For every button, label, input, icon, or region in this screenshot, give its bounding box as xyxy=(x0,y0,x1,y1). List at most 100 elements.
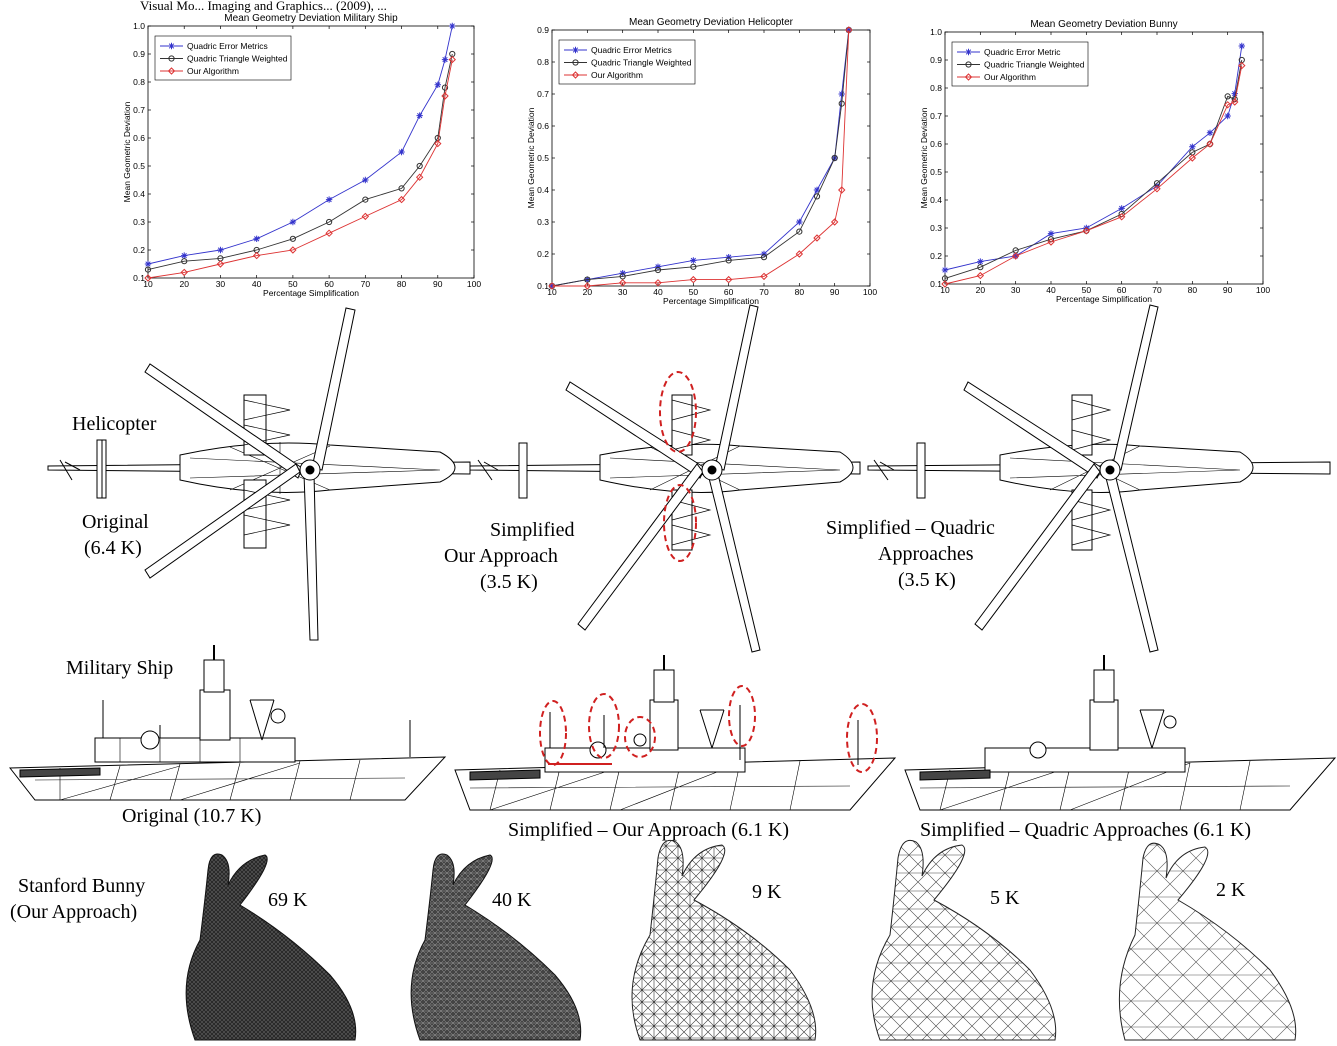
x-tick-label: 40 xyxy=(653,287,663,297)
data-point xyxy=(976,271,985,280)
x-tick-label: 80 xyxy=(795,287,805,297)
data-point xyxy=(253,235,260,242)
data-point xyxy=(1011,252,1020,260)
x-tick-label: 10 xyxy=(940,285,950,295)
data-point xyxy=(845,26,853,34)
data-point xyxy=(289,246,297,254)
x-tick-label: 90 xyxy=(1223,285,1233,295)
chart-2: Mean Geometry Deviation Bunny 10 20 30 40 50 6… xyxy=(919,19,1270,304)
data-point xyxy=(448,55,456,64)
helicopter-label: Helicopter xyxy=(72,413,157,435)
data-point xyxy=(1188,154,1197,162)
y-tick-label: 0.2 xyxy=(133,245,145,255)
ship-our-approach-illustration xyxy=(454,655,897,811)
military-ship-label: Military Ship xyxy=(66,657,173,679)
data-point xyxy=(289,235,296,242)
our-approach-count: (3.5 K) xyxy=(480,571,538,593)
data-point xyxy=(1189,143,1196,150)
quadric-count: (3.5 K) xyxy=(898,569,956,591)
x-tick-label: 90 xyxy=(830,287,840,297)
chart-title: Mean Geometry Deviation Bunny xyxy=(1030,19,1177,30)
bunny-5k-illustration xyxy=(871,839,1057,1041)
data-point xyxy=(144,266,152,273)
x-tick-label: 30 xyxy=(618,287,628,297)
data-point xyxy=(583,282,592,290)
data-point xyxy=(362,196,369,203)
legend-box xyxy=(558,39,696,85)
x-tick-label: 60 xyxy=(1117,285,1127,295)
data-point xyxy=(977,264,984,271)
bunny-40k-illustration xyxy=(410,853,582,1041)
x-tick-label: 60 xyxy=(324,279,334,289)
chart-1: Mean Geometry Deviation Helicopter 10 20 30… xyxy=(526,17,877,306)
data-point xyxy=(1082,227,1091,235)
data-point xyxy=(584,276,591,283)
y-axis-label: Mean Geometric Deviation xyxy=(122,101,132,202)
y-tick-label: 0.7 xyxy=(537,89,549,99)
legend-marker xyxy=(572,59,579,66)
data-point xyxy=(760,250,768,258)
y-tick-label: 0.9 xyxy=(133,49,145,59)
legend-box xyxy=(154,35,292,81)
data-point xyxy=(1224,93,1231,100)
series-line-0 xyxy=(147,25,453,265)
x-tick-label: 70 xyxy=(1152,285,1162,295)
data-point xyxy=(813,186,821,194)
helicopter-original-illustration xyxy=(47,307,471,641)
series-line-1 xyxy=(944,59,1243,279)
series-line-2 xyxy=(147,59,453,279)
quadric-label: Simplified – Quadric xyxy=(826,517,995,539)
x-tick-label: 20 xyxy=(583,287,593,297)
data-point xyxy=(144,274,152,282)
data-point xyxy=(795,250,804,258)
x-tick-label: 80 xyxy=(1188,285,1198,295)
our-approach-label: Our Approach xyxy=(444,545,558,567)
bunny-2k-label: 2 K xyxy=(1216,879,1246,901)
legend-entry: Our Algorithm xyxy=(591,70,643,80)
data-point xyxy=(760,254,768,261)
legend-entry: Our Algorithm xyxy=(187,66,239,76)
y-tick-label: 0.6 xyxy=(930,139,942,149)
bunny-2k-illustration xyxy=(1118,842,1297,1041)
data-point xyxy=(289,218,297,226)
bunny-69k-illustration xyxy=(185,853,357,1041)
y-tick-label: 0.2 xyxy=(930,251,942,261)
data-point xyxy=(181,258,188,265)
y-tick-label: 0.1 xyxy=(930,279,942,289)
data-point xyxy=(1223,101,1232,109)
x-tick-label: 70 xyxy=(361,279,371,289)
data-point xyxy=(1206,129,1214,136)
data-point xyxy=(838,186,846,194)
legend-marker xyxy=(168,42,175,50)
y-axis-label: Mean Geometric Deviation xyxy=(919,107,929,208)
data-point xyxy=(838,100,845,107)
y-tick-label: 0.3 xyxy=(133,217,145,227)
data-point xyxy=(1224,112,1231,120)
x-axis-label: Percentage Simplification xyxy=(1056,294,1152,304)
bunny-9k-label: 9 K xyxy=(752,881,782,903)
data-point xyxy=(830,218,839,226)
data-point xyxy=(619,270,626,277)
series-line-1 xyxy=(147,53,453,271)
legend-entry: Quadric Error Metrics xyxy=(591,45,672,55)
x-tick-label: 30 xyxy=(216,279,226,289)
data-point xyxy=(618,279,627,287)
legend-entry: Quadric Triangle Weighted xyxy=(187,54,288,64)
data-point xyxy=(181,252,188,259)
data-point xyxy=(725,257,732,264)
data-point xyxy=(252,251,261,260)
y-tick-label: 0.6 xyxy=(133,133,145,143)
data-point xyxy=(361,212,370,221)
data-point xyxy=(760,272,768,281)
data-point xyxy=(441,84,449,91)
y-tick-label: 0.4 xyxy=(930,195,942,205)
y-tick-label: 0.1 xyxy=(537,281,549,291)
y-tick-label: 0.8 xyxy=(930,83,942,93)
bunny-69k-label: 69 K xyxy=(268,889,308,911)
y-tick-label: 0.8 xyxy=(133,77,145,87)
bunny-title-line2: (Our Approach) xyxy=(10,901,137,923)
bunny-9k-illustration xyxy=(631,839,817,1041)
helicopter-quadric-illustration xyxy=(867,304,1331,653)
original-label: Original xyxy=(82,511,149,533)
quadric-approaches-label: Approaches xyxy=(878,543,974,565)
